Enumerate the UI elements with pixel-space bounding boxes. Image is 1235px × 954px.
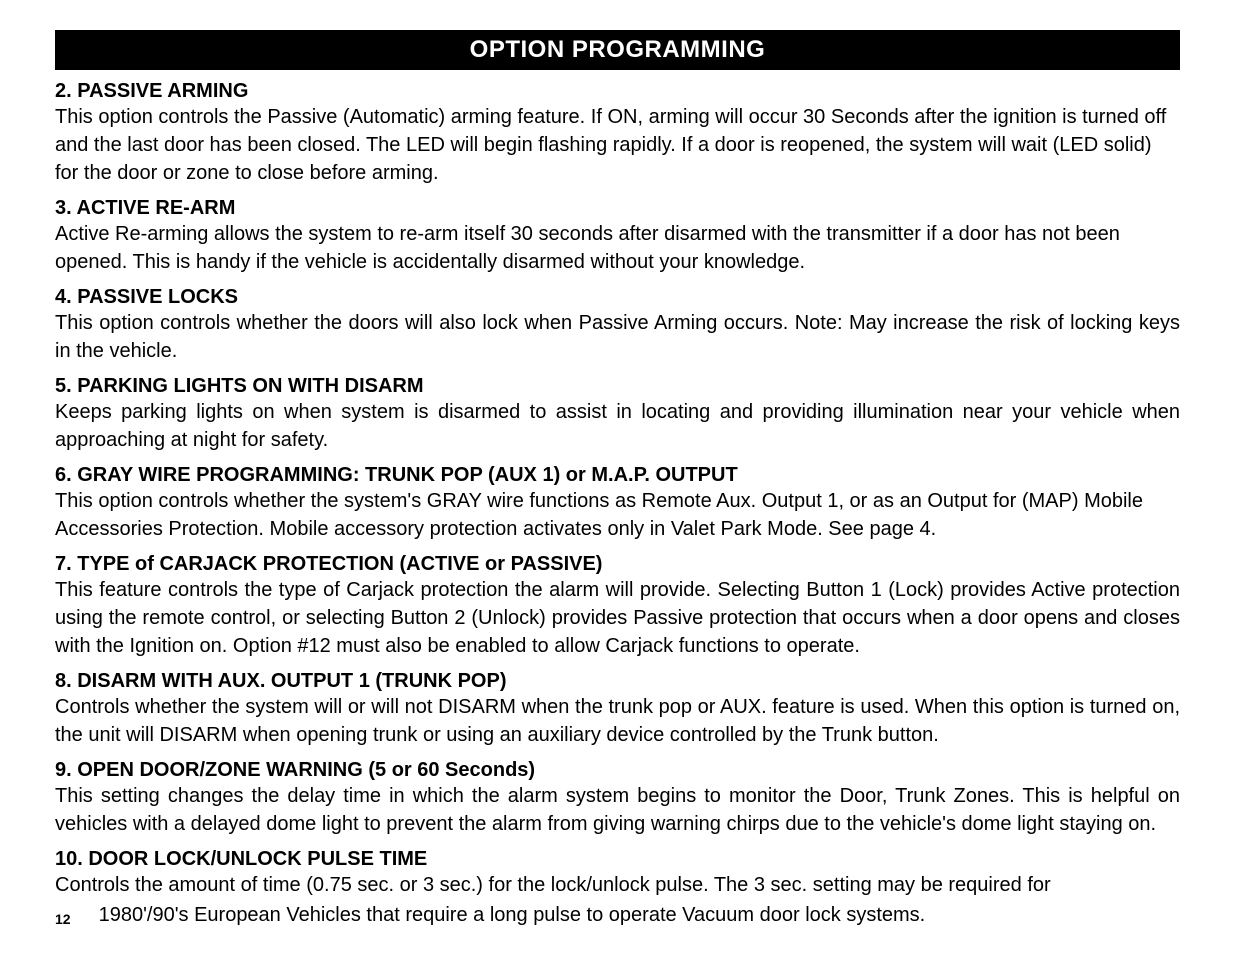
page-number: 12 [55, 911, 99, 929]
section-7: 7. TYPE of CARJACK PROTECTION (ACTIVE or… [55, 553, 1180, 660]
section-10-title: 10. DOOR LOCK/UNLOCK PULSE TIME [55, 848, 1180, 871]
footer: 12 1980'/90's European Vehicles that req… [55, 901, 1180, 929]
page-header: OPTION PROGRAMMING [55, 30, 1180, 70]
footer-continued-text: 1980'/90's European Vehicles that requir… [99, 901, 926, 929]
section-3: 3. ACTIVE RE-ARM Active Re-arming allows… [55, 197, 1180, 276]
section-3-title: 3. ACTIVE RE-ARM [55, 197, 1180, 220]
section-7-title: 7. TYPE of CARJACK PROTECTION (ACTIVE or… [55, 553, 1180, 576]
section-9-title: 9. OPEN DOOR/ZONE WARNING (5 or 60 Secon… [55, 759, 1180, 782]
section-6-title: 6. GRAY WIRE PROGRAMMING: TRUNK POP (AUX… [55, 464, 1180, 487]
section-8-body: Controls whether the system will or will… [55, 693, 1180, 749]
section-5: 5. PARKING LIGHTS ON WITH DISARM Keeps p… [55, 375, 1180, 454]
section-7-body: This feature controls the type of Carjac… [55, 576, 1180, 660]
section-5-title: 5. PARKING LIGHTS ON WITH DISARM [55, 375, 1180, 398]
section-2-body: This option controls the Passive (Automa… [55, 103, 1180, 187]
section-2-title: 2. PASSIVE ARMING [55, 80, 1180, 103]
section-8: 8. DISARM WITH AUX. OUTPUT 1 (TRUNK POP)… [55, 670, 1180, 749]
section-4: 4. PASSIVE LOCKS This option controls wh… [55, 286, 1180, 365]
section-9: 9. OPEN DOOR/ZONE WARNING (5 or 60 Secon… [55, 759, 1180, 838]
section-4-body: This option controls whether the doors w… [55, 309, 1180, 365]
section-6: 6. GRAY WIRE PROGRAMMING: TRUNK POP (AUX… [55, 464, 1180, 543]
section-8-title: 8. DISARM WITH AUX. OUTPUT 1 (TRUNK POP) [55, 670, 1180, 693]
section-4-title: 4. PASSIVE LOCKS [55, 286, 1180, 309]
section-5-body: Keeps parking lights on when system is d… [55, 398, 1180, 454]
section-10-body: Controls the amount of time (0.75 sec. o… [55, 871, 1180, 899]
section-2: 2. PASSIVE ARMING This option controls t… [55, 80, 1180, 187]
section-10: 10. DOOR LOCK/UNLOCK PULSE TIME Controls… [55, 848, 1180, 899]
section-9-body: This setting changes the delay time in w… [55, 782, 1180, 838]
section-6-body: This option controls whether the system'… [55, 487, 1180, 543]
section-3-body: Active Re-arming allows the system to re… [55, 220, 1180, 276]
